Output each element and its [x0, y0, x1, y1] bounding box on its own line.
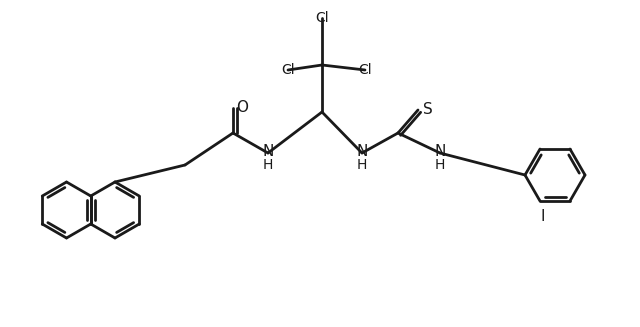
Text: Cl: Cl: [281, 63, 295, 77]
Text: S: S: [423, 102, 433, 117]
Text: N: N: [356, 145, 368, 160]
Text: N: N: [262, 145, 274, 160]
Text: Cl: Cl: [315, 11, 329, 25]
Text: O: O: [236, 100, 248, 115]
Text: I: I: [541, 210, 545, 224]
Text: N: N: [435, 145, 445, 160]
Text: H: H: [263, 158, 273, 172]
Text: H: H: [357, 158, 367, 172]
Text: Cl: Cl: [358, 63, 372, 77]
Text: H: H: [435, 158, 445, 172]
